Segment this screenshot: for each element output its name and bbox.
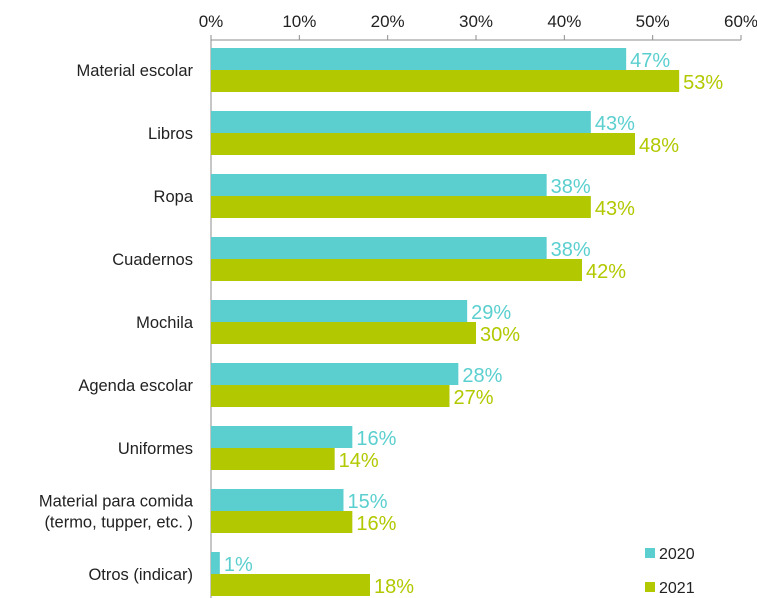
bar-2021: [211, 574, 370, 596]
bar-2020: [211, 552, 220, 574]
x-tick-label: 20%: [371, 12, 405, 31]
data-label-2021: 48%: [639, 135, 679, 157]
data-label-2021: 30%: [480, 324, 520, 346]
x-tick-label: 30%: [459, 12, 493, 31]
bar-2021: [211, 133, 635, 155]
x-tick-label: 10%: [282, 12, 316, 31]
data-label-2020: 29%: [471, 302, 511, 324]
bar-2021: [211, 70, 680, 92]
data-label-2021: 53%: [683, 72, 723, 94]
data-label-2020: 43%: [595, 113, 635, 135]
legend-swatch-2021: [645, 582, 655, 592]
x-tick-label: 50%: [636, 12, 670, 31]
data-label-2021: 43%: [595, 198, 635, 220]
legend-label: 2020: [659, 546, 695, 563]
legend: 2020 2021: [645, 546, 695, 597]
bar-2021: [211, 259, 582, 281]
bar-2020: [211, 426, 353, 448]
category-label: Agenda escolar: [78, 377, 193, 395]
category-label: (termo, tupper, etc. ): [44, 514, 193, 532]
category-label: Otros (indicar): [88, 566, 193, 584]
bar-2020: [211, 237, 547, 259]
bar-2020: [211, 111, 591, 133]
data-label-2021: 18%: [374, 576, 414, 598]
legend-swatch-2020: [645, 548, 655, 558]
bar-2021: [211, 448, 335, 470]
category-label: Ropa: [154, 188, 194, 206]
category-label: Mochila: [136, 314, 194, 332]
x-tick-label: 40%: [547, 12, 581, 31]
data-label-2020: 38%: [551, 239, 591, 261]
bar-2020: [211, 363, 459, 385]
data-label-2021: 27%: [454, 387, 494, 409]
category-label: Material escolar: [77, 62, 194, 80]
data-labels: 47%53%43%48%38%43%38%42%29%30%28%27%16%1…: [224, 50, 724, 598]
data-label-2021: 14%: [339, 450, 379, 472]
data-label-2020: 38%: [551, 176, 591, 198]
data-label-2021: 16%: [356, 513, 396, 535]
bar-2020: [211, 48, 627, 70]
data-label-2021: 42%: [586, 261, 626, 283]
category-label: Libros: [148, 125, 193, 143]
bar-2021: [211, 196, 591, 218]
x-tick-label: 0%: [199, 12, 224, 31]
bar-2021: [211, 511, 353, 533]
data-label-2020: 15%: [348, 491, 388, 513]
bar-2020: [211, 300, 468, 322]
category-label: Cuadernos: [112, 251, 193, 269]
x-tick-label: 60%: [724, 12, 757, 31]
data-label-2020: 16%: [356, 428, 396, 450]
data-label-2020: 1%: [224, 554, 253, 576]
category-label: Material para comida: [39, 493, 194, 511]
bar-2021: [211, 322, 476, 344]
category-label: Uniformes: [118, 440, 193, 458]
data-label-2020: 28%: [462, 365, 502, 387]
legend-label: 2021: [659, 580, 695, 597]
bar-2021: [211, 385, 450, 407]
bar-2020: [211, 174, 547, 196]
bar-2020: [211, 489, 344, 511]
data-label-2020: 47%: [630, 50, 670, 72]
bar-series: [211, 48, 680, 596]
category-axis: Material escolar Libros Ropa Cuadernos Mochi…: [39, 62, 194, 584]
